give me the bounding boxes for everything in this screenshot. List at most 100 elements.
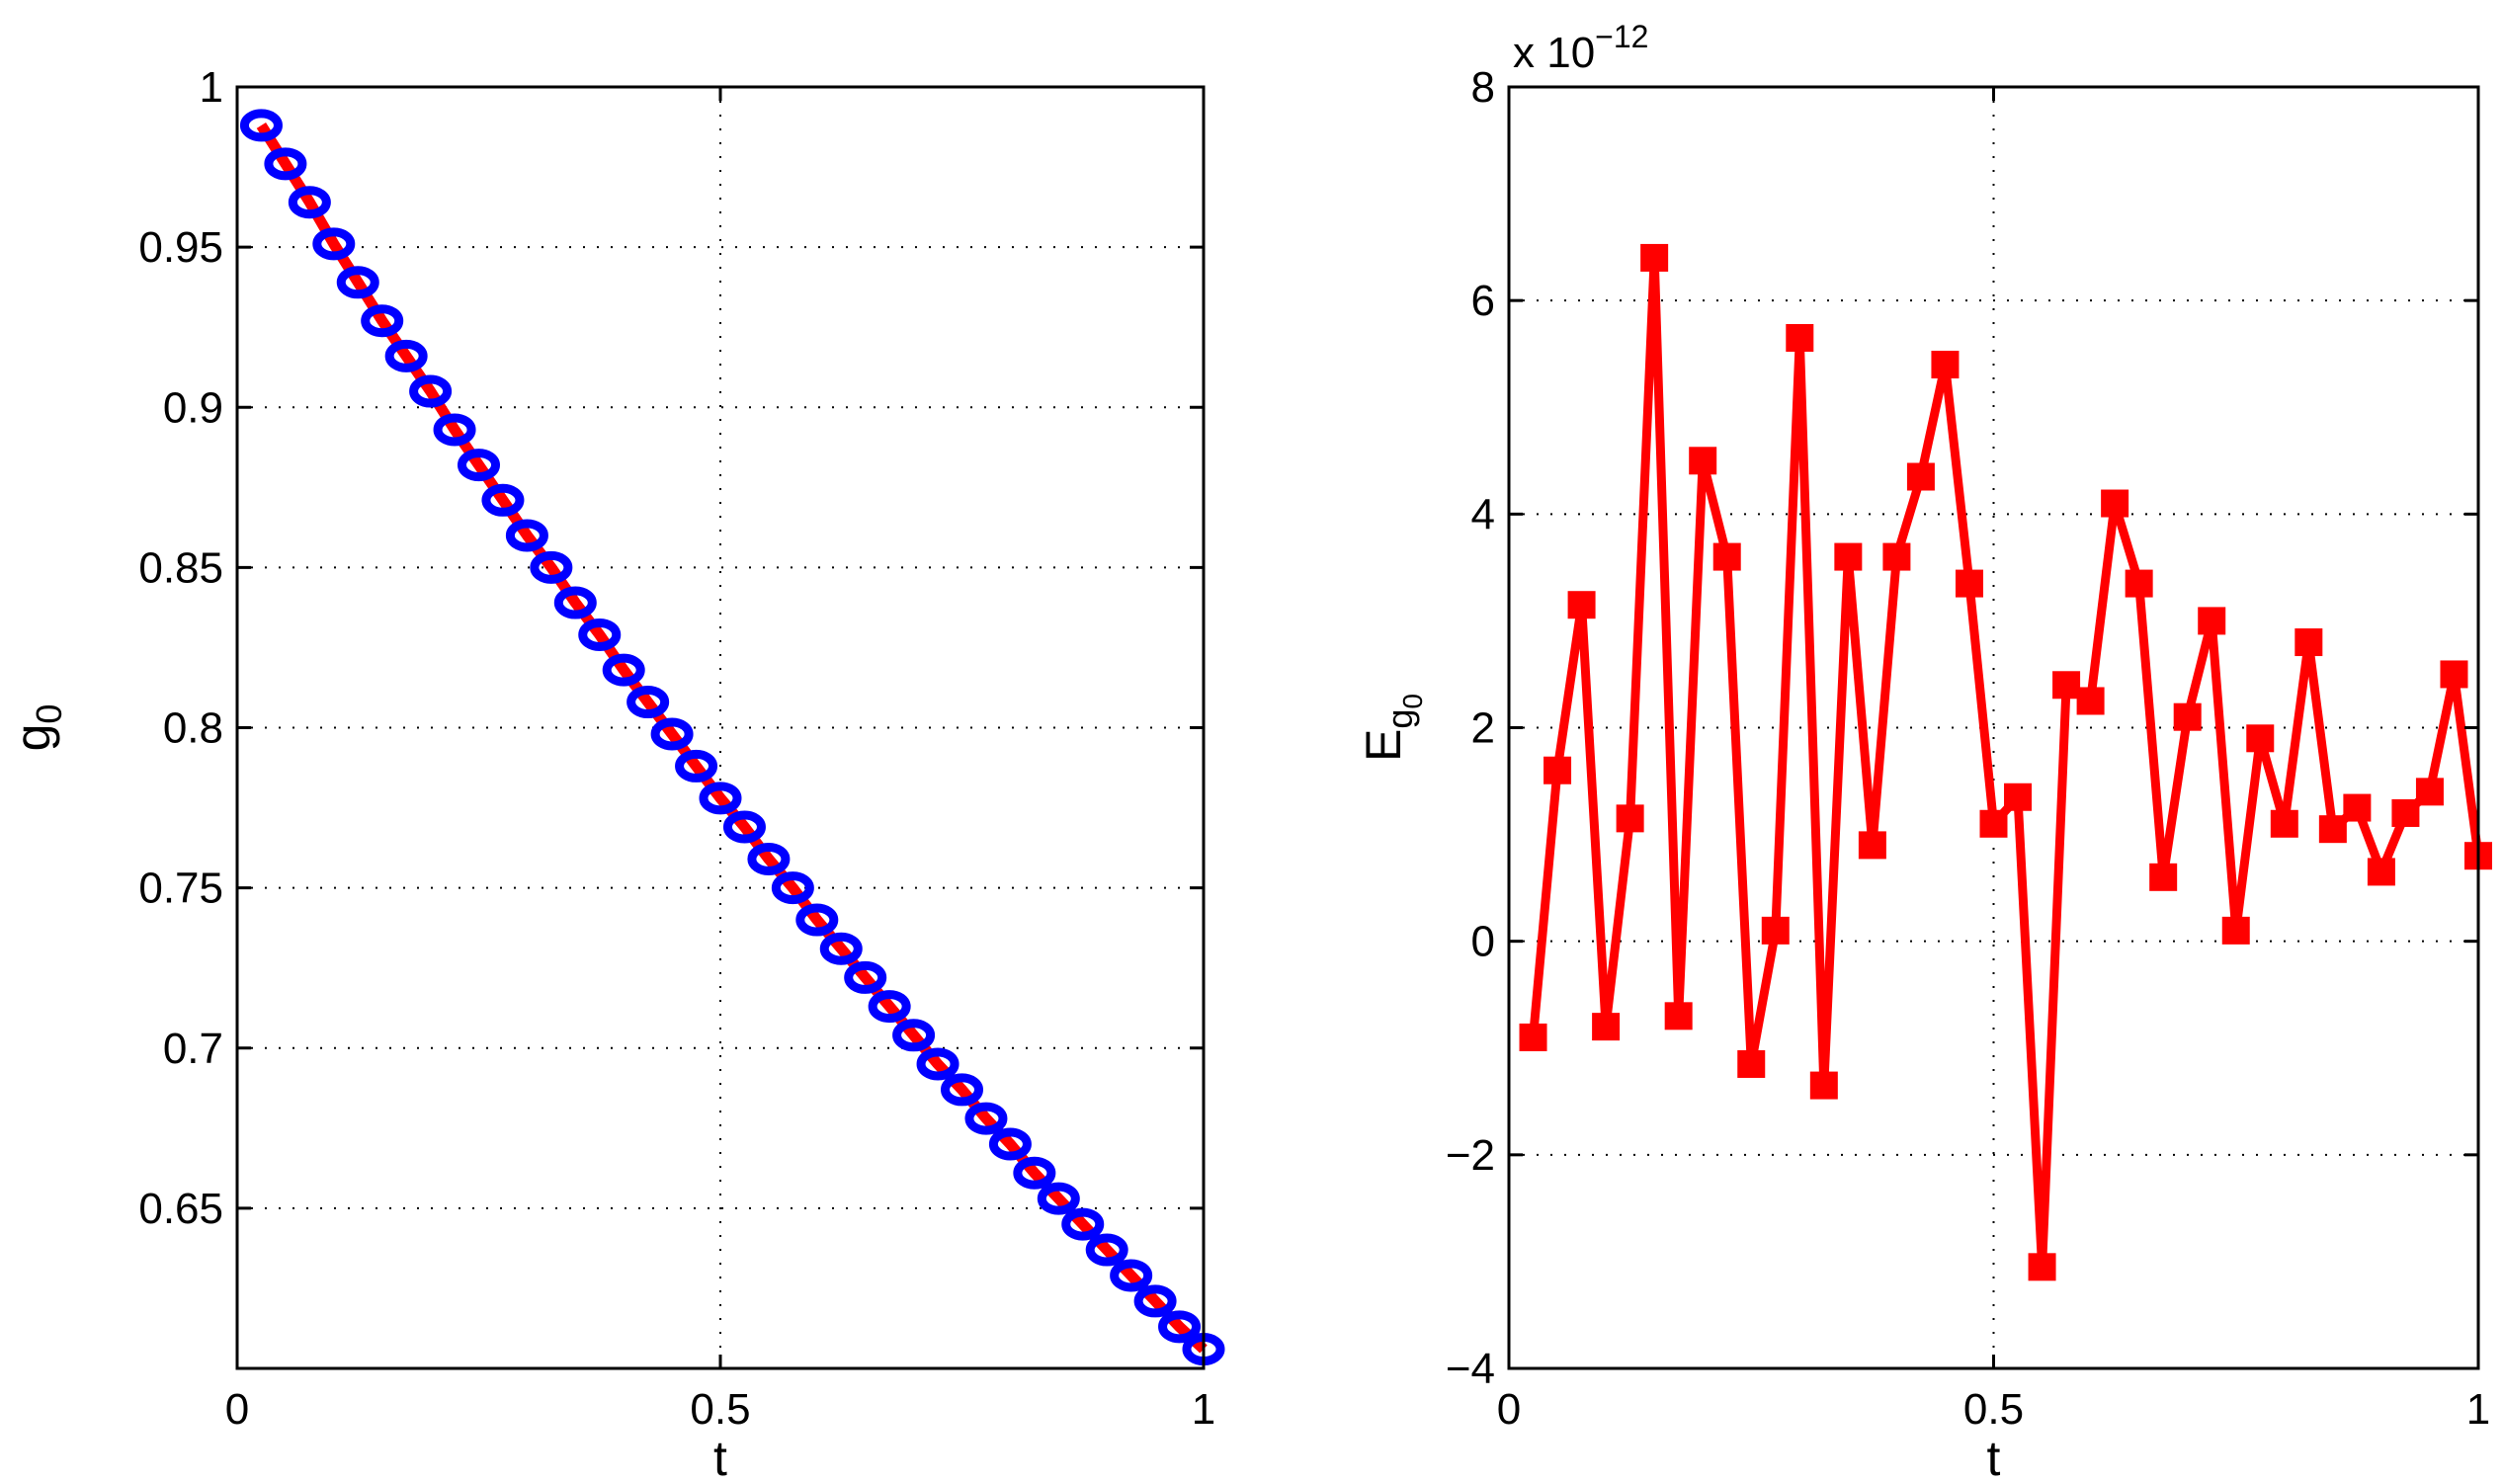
left-x-tick-label: 0.5 — [690, 1385, 750, 1434]
right-data-point — [1858, 831, 1886, 860]
right-y-tick-label: 4 — [1471, 490, 1495, 538]
right-data-point — [1737, 1049, 1766, 1078]
right-y-tick-label: 8 — [1471, 63, 1495, 112]
left-y-axis-label-main: g — [5, 724, 60, 752]
right-y-tick-label: 0 — [1471, 918, 1495, 966]
left-data-point — [336, 266, 379, 299]
left-data-point — [650, 717, 694, 751]
right-data-point — [2125, 569, 2153, 598]
left-data-point — [844, 960, 887, 994]
right-data-point — [1544, 756, 1572, 784]
left-y-tick-label: 0.7 — [163, 1025, 223, 1073]
right-data-point — [1712, 542, 1741, 571]
right-y-axis-label-subsubscript: 0 — [1397, 694, 1428, 709]
left-data-point — [361, 304, 404, 338]
right-data-point — [2052, 671, 2081, 700]
left-x-tick-label: 0 — [225, 1385, 249, 1434]
right-y-axis-label-main: E — [1356, 729, 1411, 762]
left-y-axis-label: g0 — [5, 704, 69, 752]
right-data-point — [2149, 863, 2178, 891]
left-data-point — [239, 109, 283, 142]
left-data-point — [553, 586, 597, 619]
left-data-point — [795, 903, 839, 937]
left-x-axis-label: t — [713, 1431, 727, 1484]
right-y-axis-label-group: Eg0 — [1356, 694, 1428, 762]
right-data-point — [2028, 1253, 2056, 1281]
right-ticks: 0 0.5 1 −4 −2 0 2 4 6 8 — [1446, 63, 2490, 1434]
right-x-tick-label: 1 — [2466, 1385, 2490, 1434]
right-data-point — [2198, 607, 2226, 635]
right-data-point — [2294, 628, 2323, 657]
left-data-point — [699, 782, 742, 815]
left-data-point — [892, 1019, 936, 1052]
right-data-point — [1882, 542, 1911, 571]
left-data-point — [1133, 1284, 1177, 1318]
right-data-point — [1761, 916, 1790, 945]
right-data-point — [2101, 489, 2129, 518]
left-chart-panel: 0 0.5 10.650.70.750.80.850.90.951 t g0 — [5, 63, 1225, 1484]
left-data-point — [626, 686, 670, 719]
left-data-point — [312, 227, 356, 261]
right-data-point — [2076, 687, 2105, 715]
left-data-point — [1037, 1182, 1080, 1215]
right-data-point — [1834, 542, 1863, 571]
right-data-point — [1931, 351, 1960, 379]
right-grid — [1509, 87, 2478, 1368]
left-data-point — [264, 147, 307, 181]
right-data-point — [2440, 660, 2468, 689]
left-y-tick-label: 0.8 — [163, 704, 223, 753]
left-y-tick-label: 0.9 — [163, 383, 223, 432]
right-axis-exponent-power: −12 — [1595, 19, 1648, 54]
right-data-point — [2343, 793, 2372, 822]
right-series-line — [1529, 253, 2483, 1272]
left-y-tick-label: 0.85 — [138, 543, 223, 592]
left-data-point — [1013, 1156, 1056, 1190]
right-data-point — [2221, 916, 2250, 945]
left-y-tick-label: 0.65 — [138, 1185, 223, 1233]
left-series-line — [256, 122, 1208, 1354]
left-data-point — [481, 483, 525, 517]
left-grid — [237, 87, 1204, 1368]
right-data-point — [2318, 815, 2347, 844]
left-data-point — [941, 1073, 983, 1107]
left-data-point — [384, 339, 428, 372]
right-axis-exponent-prefix: x 10 — [1513, 29, 1595, 77]
right-data-point — [1689, 447, 1717, 475]
right-data-point — [2415, 778, 2444, 806]
right-data-point — [1786, 323, 1814, 352]
left-data-point — [1085, 1233, 1128, 1267]
left-data-point — [1061, 1207, 1105, 1241]
right-data-point — [1955, 569, 1983, 598]
left-data-point — [916, 1047, 959, 1081]
left-data-point — [819, 932, 863, 965]
right-data-point — [1640, 243, 1669, 272]
right-x-tick-label: 0 — [1497, 1385, 1521, 1434]
right-data-point — [2367, 858, 2395, 886]
left-y-axis-label-group: g0 — [5, 704, 69, 752]
left-data-point — [747, 842, 791, 875]
left-data-point — [578, 618, 622, 651]
right-data-point — [1592, 1013, 1621, 1041]
left-y-tick-label: 0.95 — [138, 223, 223, 272]
right-data-point — [2246, 724, 2275, 753]
left-x-tick-label: 1 — [1192, 1385, 1215, 1434]
right-data-point — [1519, 1023, 1547, 1051]
right-y-tick-label: −4 — [1446, 1345, 1495, 1393]
left-data-point — [771, 871, 814, 905]
right-y-tick-label: 6 — [1471, 277, 1495, 325]
left-series-g0 — [239, 109, 1225, 1366]
left-y-tick-label: 0.75 — [138, 865, 223, 913]
right-data-point — [1979, 809, 2008, 838]
right-data-point — [2004, 783, 2033, 811]
right-x-axis-label: t — [1987, 1431, 2001, 1484]
right-y-tick-label: −2 — [1446, 1131, 1495, 1180]
left-data-point — [868, 990, 911, 1024]
left-data-point — [1158, 1310, 1202, 1344]
left-data-point — [964, 1102, 1008, 1135]
right-data-point — [1567, 591, 1596, 619]
right-data-point — [1616, 804, 1644, 833]
right-axis-exponent: x 10−12 — [1513, 19, 1648, 77]
right-x-tick-label: 0.5 — [1963, 1385, 2024, 1434]
left-data-point — [458, 449, 500, 482]
